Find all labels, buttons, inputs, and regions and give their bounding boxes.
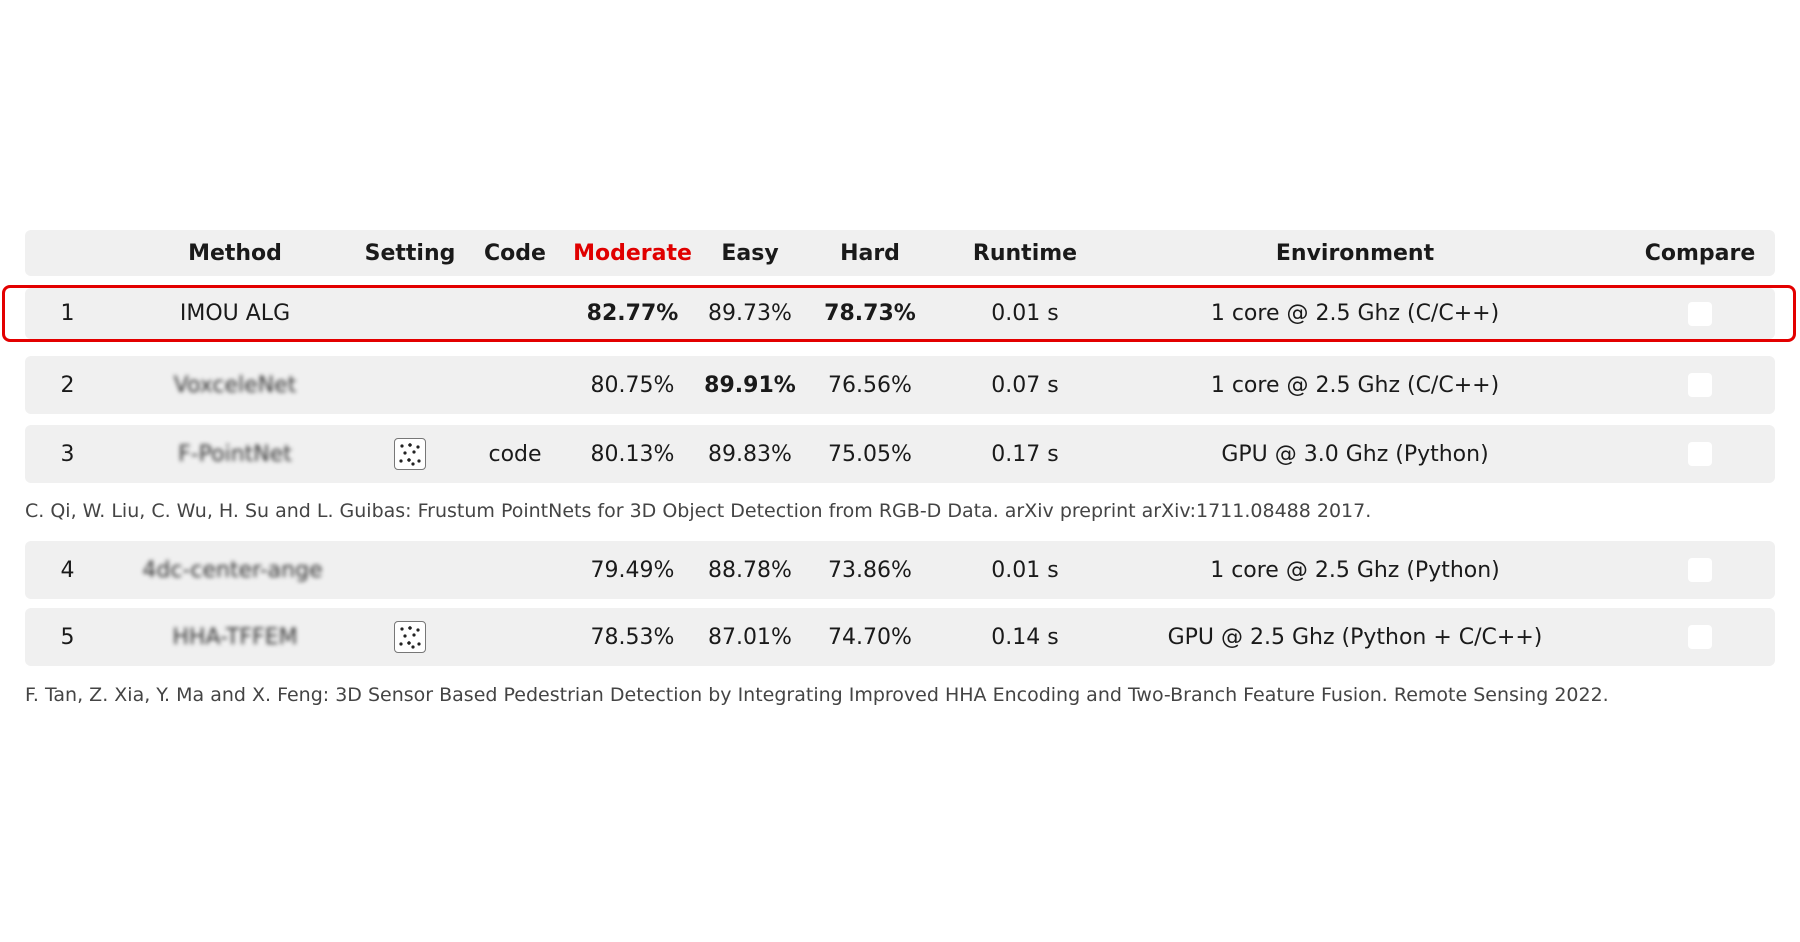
compare-checkbox[interactable]: [1688, 625, 1712, 649]
code-link[interactable]: code: [488, 441, 542, 467]
header-code[interactable]: Code: [484, 240, 546, 266]
header-moderate[interactable]: Moderate: [573, 240, 692, 266]
hard-value: 78.73%: [824, 301, 916, 326]
rank: 5: [60, 624, 75, 650]
reference-text: C. Qi, W. Liu, C. Wu, H. Su and L. Guiba…: [25, 500, 1372, 522]
compare-checkbox[interactable]: [1688, 558, 1712, 582]
header-easy[interactable]: Easy: [721, 240, 779, 266]
easy-value: 89.91%: [704, 372, 796, 398]
header-setting[interactable]: Setting: [364, 240, 456, 266]
hard-value: 75.05%: [828, 441, 912, 467]
easy-value: 88.78%: [708, 557, 792, 583]
table-header: Method Setting Code Moderate Easy Hard R…: [25, 230, 1775, 276]
compare-checkbox[interactable]: [1688, 442, 1712, 466]
hard-value: 74.70%: [828, 624, 912, 650]
moderate-value: 79.49%: [590, 557, 675, 583]
moderate-value: 82.77%: [586, 301, 679, 326]
runtime-value: 0.14 s: [991, 624, 1059, 650]
header-compare[interactable]: Compare: [1644, 240, 1756, 266]
method-link[interactable]: 4dc-center-ange: [142, 557, 323, 583]
header-hard[interactable]: Hard: [840, 240, 900, 266]
header-runtime[interactable]: Runtime: [972, 240, 1078, 266]
hard-value: 73.86%: [828, 557, 912, 583]
compare-checkbox[interactable]: [1688, 301, 1712, 326]
header-environment[interactable]: Environment: [1275, 240, 1435, 266]
rank: 3: [60, 441, 75, 467]
method-link[interactable]: VoxceleNet: [173, 372, 297, 398]
moderate-value: 80.75%: [590, 372, 675, 398]
method-link[interactable]: IMOU ALG: [179, 301, 291, 326]
rank: 4: [60, 557, 75, 583]
code-cell: [470, 288, 560, 339]
method-link[interactable]: F-PointNet: [178, 441, 292, 467]
runtime-value: 0.07 s: [991, 372, 1059, 398]
easy-value: 87.01%: [708, 624, 792, 650]
easy-value: 89.73%: [708, 301, 792, 326]
moderate-value: 80.13%: [590, 441, 675, 467]
header-method[interactable]: Method: [188, 240, 282, 266]
point-cloud-icon: [394, 438, 426, 470]
table-row: 4 4dc-center-ange 79.49% 88.78% 73.86% 0…: [25, 541, 1775, 599]
environment-value: 1 core @ 2.5 Ghz (C/C++): [1210, 372, 1500, 398]
rank: 1: [60, 301, 75, 326]
point-cloud-icon: [394, 621, 426, 653]
table-row: 3 F-PointNet code 80.13% 89.83% 75.05% 0…: [25, 425, 1775, 483]
code-cell: [470, 608, 560, 666]
hard-value: 76.56%: [828, 372, 912, 398]
environment-value: GPU @ 3.0 Ghz (Python): [1221, 441, 1489, 467]
environment-value: 1 core @ 2.5 Ghz (Python): [1210, 557, 1500, 583]
runtime-value: 0.01 s: [991, 301, 1059, 326]
table-row: 5 HHA-TFFEM 78.53% 87.01% 74.70% 0.14 s …: [25, 608, 1775, 666]
rank: 2: [60, 372, 75, 398]
reference-text: F. Tan, Z. Xia, Y. Ma and X. Feng: 3D Se…: [25, 684, 1609, 706]
moderate-value: 78.53%: [590, 624, 675, 650]
code-cell: [470, 541, 560, 599]
compare-checkbox[interactable]: [1688, 373, 1712, 397]
easy-value: 89.83%: [708, 441, 792, 467]
environment-value: 1 core @ 2.5 Ghz (C/C++): [1210, 301, 1500, 326]
method-link[interactable]: HHA-TFFEM: [172, 624, 298, 650]
code-cell: [470, 356, 560, 414]
runtime-value: 0.01 s: [991, 557, 1059, 583]
runtime-value: 0.17 s: [991, 441, 1059, 467]
environment-value: GPU @ 2.5 Ghz (Python + C/C++): [1167, 624, 1543, 650]
table-row: 1 IMOU ALG 82.77% 89.73% 78.73% 0.01 s 1…: [25, 288, 1775, 339]
table-row: 2 VoxceleNet 80.75% 89.91% 76.56% 0.07 s…: [25, 356, 1775, 414]
